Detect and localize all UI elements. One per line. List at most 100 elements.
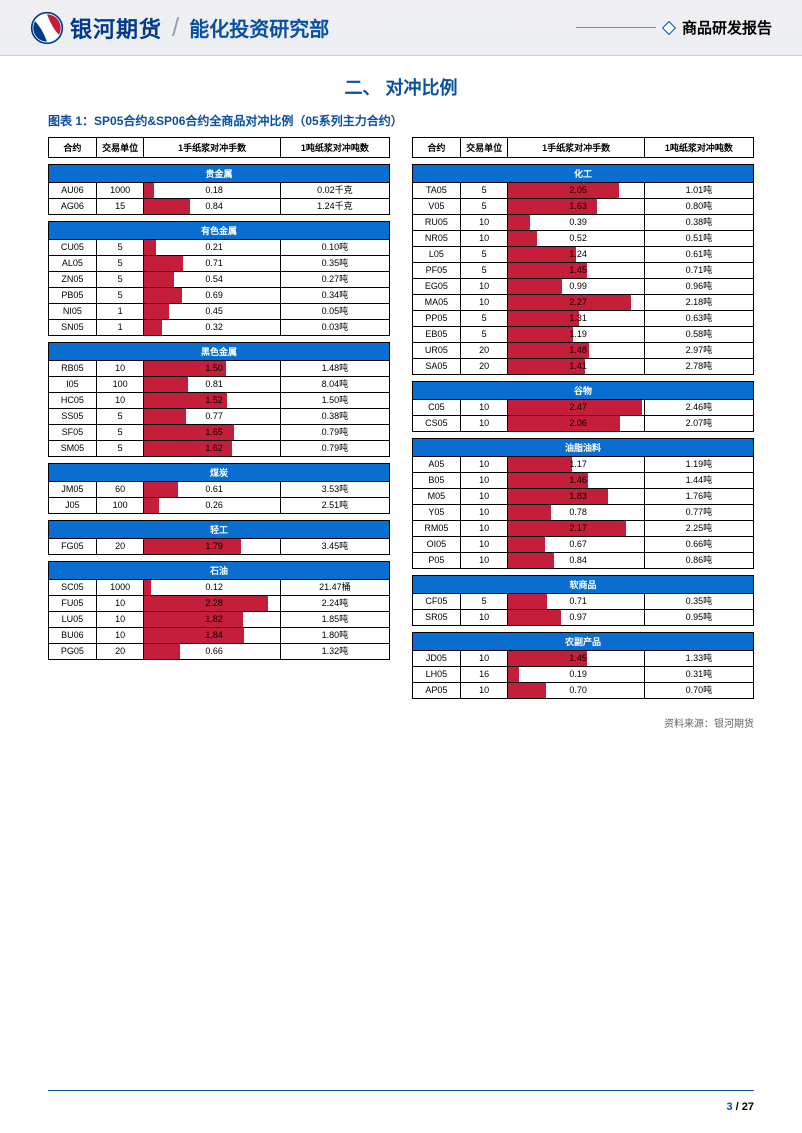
unit-cell: 5 bbox=[96, 425, 144, 441]
table-row: LU05101.821.85吨 bbox=[49, 612, 390, 628]
bar-value: 0.71 bbox=[508, 595, 643, 608]
contract-cell: PF05 bbox=[413, 263, 461, 279]
unit-cell: 20 bbox=[96, 644, 144, 660]
bar-value: 0.70 bbox=[508, 684, 643, 697]
table-row: J051000.262.51吨 bbox=[49, 498, 390, 514]
unit-cell: 10 bbox=[460, 473, 508, 489]
col-header: 合约 bbox=[49, 138, 97, 158]
ton-cell: 0.71吨 bbox=[644, 263, 753, 279]
ton-cell: 2.07吨 bbox=[644, 416, 753, 432]
ton-cell: 1.32吨 bbox=[280, 644, 389, 660]
bar-value: 0.61 bbox=[144, 483, 279, 496]
contract-cell: JD05 bbox=[413, 651, 461, 667]
unit-cell: 5 bbox=[96, 409, 144, 425]
table-row: A05101.171.19吨 bbox=[413, 457, 754, 473]
bar-cell: 0.84 bbox=[508, 553, 644, 569]
category-table: 石油SC0510000.1221.47桶FU05102.282.24吨LU051… bbox=[48, 561, 390, 660]
bar-value: 2.06 bbox=[508, 417, 643, 430]
section-title: 二、 对冲比例 bbox=[0, 74, 802, 100]
category-header: 黑色金属 bbox=[49, 343, 390, 361]
bar-cell: 0.67 bbox=[508, 537, 644, 553]
bar-value: 1.41 bbox=[508, 360, 643, 373]
bar-cell: 1.62 bbox=[144, 441, 280, 457]
bar-cell: 0.26 bbox=[144, 498, 280, 514]
table-row: AP05100.700.70吨 bbox=[413, 683, 754, 699]
table-row: RB05101.501.48吨 bbox=[49, 361, 390, 377]
table-row: PB0550.690.34吨 bbox=[49, 288, 390, 304]
contract-cell: AG06 bbox=[49, 199, 97, 215]
table-row: LH05160.190.31吨 bbox=[413, 667, 754, 683]
table-row: SR05100.970.95吨 bbox=[413, 610, 754, 626]
bar-value: 0.97 bbox=[508, 611, 643, 624]
contract-cell: SC05 bbox=[49, 580, 97, 596]
separator: / bbox=[172, 12, 179, 43]
table-row: PF0551.450.71吨 bbox=[413, 263, 754, 279]
contract-cell: EB05 bbox=[413, 327, 461, 343]
contract-cell: SF05 bbox=[49, 425, 97, 441]
table-row: BU06101.841.80吨 bbox=[49, 628, 390, 644]
ton-cell: 2.18吨 bbox=[644, 295, 753, 311]
bar-value: 0.78 bbox=[508, 506, 643, 519]
bar-cell: 2.05 bbox=[508, 183, 644, 199]
contract-cell: B05 bbox=[413, 473, 461, 489]
unit-cell: 10 bbox=[460, 521, 508, 537]
table-row: JM05600.613.53吨 bbox=[49, 482, 390, 498]
unit-cell: 60 bbox=[96, 482, 144, 498]
bar-cell: 1.17 bbox=[508, 457, 644, 473]
bar-cell: 0.71 bbox=[508, 594, 644, 610]
ton-cell: 21.47桶 bbox=[280, 580, 389, 596]
bar-value: 1.17 bbox=[508, 458, 643, 471]
table-row: AG06150.841.24千克 bbox=[49, 199, 390, 215]
contract-cell: UR05 bbox=[413, 343, 461, 359]
bar-value: 2.17 bbox=[508, 522, 643, 535]
category-table: 谷物C05102.472.46吨CS05102.062.07吨 bbox=[412, 381, 754, 432]
table-row: EG05100.990.96吨 bbox=[413, 279, 754, 295]
footer-line bbox=[48, 1090, 754, 1091]
category-table: 化工TA0552.051.01吨V0551.630.80吨RU05100.390… bbox=[412, 164, 754, 375]
table-row: EB0551.190.58吨 bbox=[413, 327, 754, 343]
contract-cell: Y05 bbox=[413, 505, 461, 521]
ton-cell: 2.97吨 bbox=[644, 343, 753, 359]
table-row: HC05101.521.50吨 bbox=[49, 393, 390, 409]
unit-cell: 10 bbox=[96, 628, 144, 644]
decorative-line bbox=[576, 27, 656, 28]
bar-cell: 1.48 bbox=[508, 343, 644, 359]
bar-value: 0.84 bbox=[144, 200, 279, 213]
unit-cell: 10 bbox=[460, 457, 508, 473]
unit-cell: 10 bbox=[460, 553, 508, 569]
unit-cell: 10 bbox=[460, 279, 508, 295]
table-row: V0551.630.80吨 bbox=[413, 199, 754, 215]
bar-value: 1.83 bbox=[508, 490, 643, 503]
category-header: 石油 bbox=[49, 562, 390, 580]
bar-value: 0.66 bbox=[144, 645, 279, 658]
table-row: FU05102.282.24吨 bbox=[49, 596, 390, 612]
unit-cell: 10 bbox=[460, 489, 508, 505]
department-name: 能化投资研究部 bbox=[189, 13, 329, 42]
company-logo: 银河期货 bbox=[30, 11, 162, 45]
bar-value: 1.82 bbox=[144, 613, 279, 626]
unit-cell: 10 bbox=[460, 537, 508, 553]
col-header: 交易单位 bbox=[96, 138, 144, 158]
contract-cell: RB05 bbox=[49, 361, 97, 377]
category-header: 轻工 bbox=[49, 521, 390, 539]
unit-cell: 10 bbox=[96, 393, 144, 409]
bar-value: 2.28 bbox=[144, 597, 279, 610]
category-header: 油脂油料 bbox=[413, 439, 754, 457]
ton-cell: 1.19吨 bbox=[644, 457, 753, 473]
table-row: RM05102.172.25吨 bbox=[413, 521, 754, 537]
ton-cell: 0.38吨 bbox=[644, 215, 753, 231]
bar-cell: 1.84 bbox=[144, 628, 280, 644]
bar-value: 1.19 bbox=[508, 328, 643, 341]
unit-cell: 10 bbox=[460, 215, 508, 231]
bar-value: 0.84 bbox=[508, 554, 643, 567]
table-row: UR05201.482.97吨 bbox=[413, 343, 754, 359]
category-header: 谷物 bbox=[413, 382, 754, 400]
bar-value: 2.47 bbox=[508, 401, 643, 414]
table-row: B05101.461.44吨 bbox=[413, 473, 754, 489]
contract-cell: TA05 bbox=[413, 183, 461, 199]
contract-cell: PB05 bbox=[49, 288, 97, 304]
bar-cell: 0.39 bbox=[508, 215, 644, 231]
ton-cell: 1.76吨 bbox=[644, 489, 753, 505]
unit-cell: 10 bbox=[460, 231, 508, 247]
column-header-table: 合约交易单位1手纸浆对冲手数1吨纸浆对冲吨数 bbox=[412, 137, 754, 158]
